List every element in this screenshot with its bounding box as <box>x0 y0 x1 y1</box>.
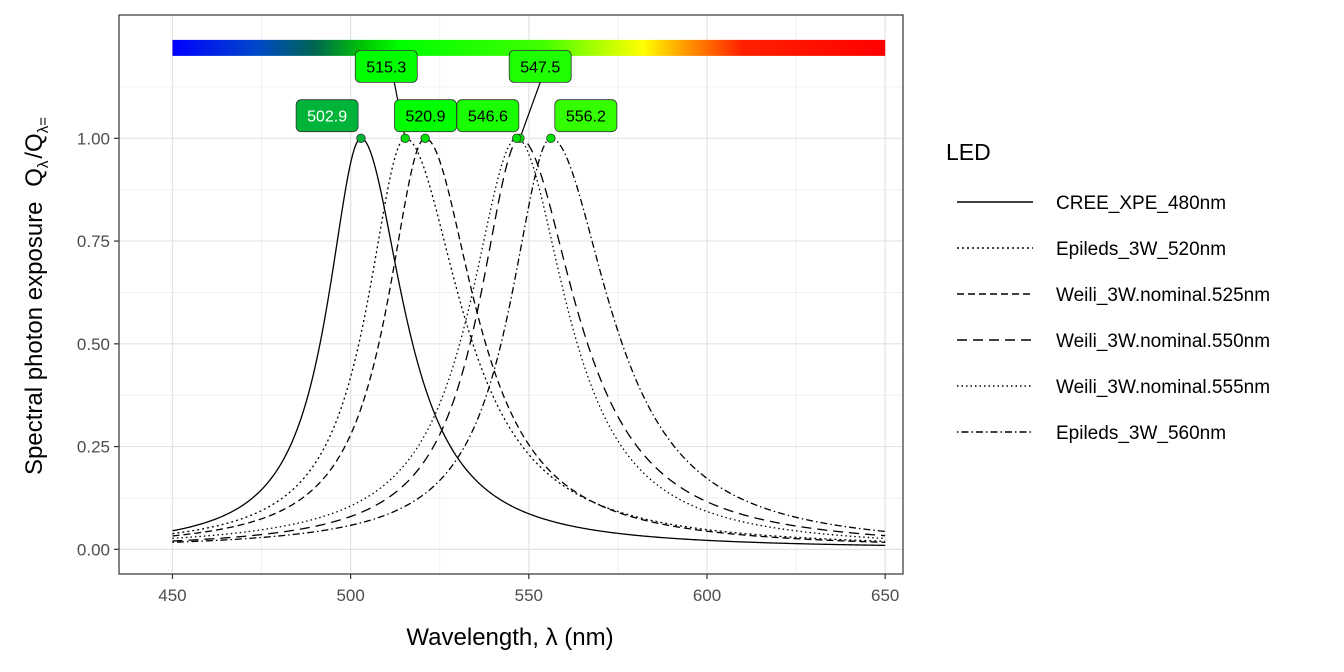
peak-label-556.2: 556.2 <box>566 109 606 126</box>
peak-label-546.6: 546.6 <box>468 109 508 126</box>
legend-label-Epileds_3W_560nm: Epileds_3W_560nm <box>1056 423 1226 444</box>
peak-labels: 502.9 515.3 520.9 547.5 546.6 556.2 <box>295 49 618 144</box>
legend-label-Weili_3W.nominal.525nm: Weili_3W.nominal.525nm <box>1056 285 1270 306</box>
svg-text:Spectral photon exposure: Spectral photon exposure Qλ/Qλ= <box>21 117 52 475</box>
y-tick-label: 0.00 <box>77 540 110 559</box>
series-line-CREE_XPE_480nm <box>172 137 886 547</box>
peak-label-502.9: 502.9 <box>307 109 347 126</box>
x-tick-label: 500 <box>336 586 364 605</box>
legend-title: LED <box>946 139 991 165</box>
peak-point-546.6 <box>512 133 522 144</box>
peak-label-box-547.5 <box>508 49 572 83</box>
legend-label-Epileds_3W_520nm: Epileds_3W_520nm <box>1056 239 1226 260</box>
y-axis-slash: / <box>21 152 48 159</box>
series-line-Weili_3W.nominal.525nm <box>172 137 886 543</box>
peak-label-box-546.6 <box>456 99 520 133</box>
peak-label-box-556.2 <box>554 99 618 133</box>
peak-point-502.9 <box>356 133 366 144</box>
y-tick-label: 0.25 <box>77 438 110 457</box>
plot-panel <box>119 15 903 574</box>
y-axis-sub1: λ <box>35 160 52 168</box>
y-axis-sub2: λ= <box>35 117 52 134</box>
x-axis-title: Wavelength, λ (nm) <box>406 624 613 651</box>
x-tick-label: 600 <box>693 586 721 605</box>
axes: 450 500 550 600 650 0.00 0.25 0.50 0.75 1.00 <box>77 129 899 605</box>
legend-label-Weili_3W.nominal.555nm: Weili_3W.nominal.555nm <box>1056 377 1270 398</box>
y-axis-title-text: Spectral photon exposure <box>21 201 48 475</box>
spectrum-bar <box>172 39 886 56</box>
series-line-Epileds_3W_520nm <box>172 137 886 542</box>
peak-label-box-502.9 <box>295 99 359 133</box>
series-line-Epileds_3W_560nm <box>172 137 886 543</box>
legend-label-CREE_XPE_480nm: CREE_XPE_480nm <box>1056 193 1226 214</box>
series-line-Weili_3W.nominal.550nm <box>172 137 886 542</box>
curves <box>172 137 886 547</box>
x-tick-label: 450 <box>158 586 186 605</box>
peak-point-515.3 <box>400 133 410 144</box>
peak-label-515.3: 515.3 <box>366 59 406 76</box>
y-tick-label: 0.50 <box>77 335 110 354</box>
legend: LED CREE_XPE_480nm Epileds_3W_520nm Weili_… <box>946 139 1270 444</box>
y-axis-q2: Q <box>21 133 48 152</box>
panel-border <box>118 14 904 575</box>
peak-leader-547.5 <box>519 82 541 139</box>
peak-label-box-515.3 <box>354 49 418 83</box>
y-axis-title: Spectral photon exposure Qλ/Qλ= <box>21 117 52 475</box>
y-axis-q1: Q <box>21 168 48 187</box>
peak-label-547.5: 547.5 <box>520 59 560 76</box>
legend-label-Weili_3W.nominal.550nm: Weili_3W.nominal.550nm <box>1056 331 1270 352</box>
peak-point-556.2 <box>546 133 556 144</box>
peak-point-520.9 <box>420 133 430 144</box>
y-tick-label: 0.75 <box>77 232 110 251</box>
y-tick-label: 1.00 <box>77 129 110 148</box>
x-tick-label: 550 <box>515 586 543 605</box>
peak-label-520.9: 520.9 <box>405 109 445 126</box>
x-tick-label: 650 <box>871 586 899 605</box>
